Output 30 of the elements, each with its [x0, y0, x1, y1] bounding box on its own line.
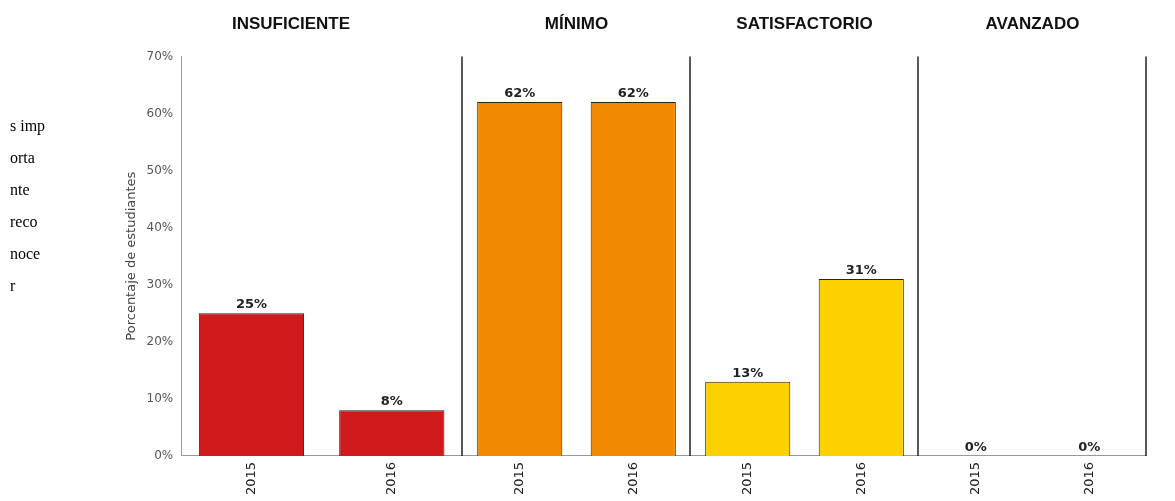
chart-title: MÍNIMO: [544, 13, 609, 33]
y-tick-label: 30%: [146, 276, 174, 291]
data-label: 0%: [964, 438, 987, 454]
x-tick-label: 2015: [739, 461, 755, 496]
chart-title: SATISFACTORIO: [736, 13, 873, 33]
x-tick-label: 2015: [242, 461, 258, 496]
chart-title: INSUFICIENTE: [231, 13, 351, 33]
y-tick-label: 20%: [146, 333, 174, 348]
x-tick-label: 2015: [511, 461, 527, 496]
y-tick-label: 10%: [146, 390, 174, 405]
data-label: 8%: [380, 393, 403, 409]
data-label: 13%: [732, 364, 764, 380]
data-label: 62%: [617, 84, 649, 100]
y-tick-label: 70%: [146, 48, 174, 63]
x-tick-label: 2016: [1080, 461, 1096, 496]
data-label: 0%: [1078, 438, 1101, 454]
chart-title: AVANZADO: [985, 13, 1080, 33]
x-tick-label: 2016: [624, 461, 640, 496]
y-tick-label: 0%: [154, 448, 174, 463]
text: s imp orta nte reco noce r: [10, 116, 46, 296]
x-tick-label: 2016: [383, 461, 399, 496]
y-tick-label: 60%: [146, 105, 174, 120]
y-axis-title: Porcentaje de estudiantes: [123, 171, 139, 341]
data-label: 62%: [504, 84, 536, 100]
data-label: 31%: [845, 261, 877, 277]
y-tick-label: 40%: [146, 219, 174, 234]
y-tick-label: 50%: [146, 162, 174, 177]
x-tick-label: 2016: [852, 461, 868, 496]
x-tick-label: 2015: [967, 461, 983, 496]
data-label: 25%: [235, 296, 268, 312]
